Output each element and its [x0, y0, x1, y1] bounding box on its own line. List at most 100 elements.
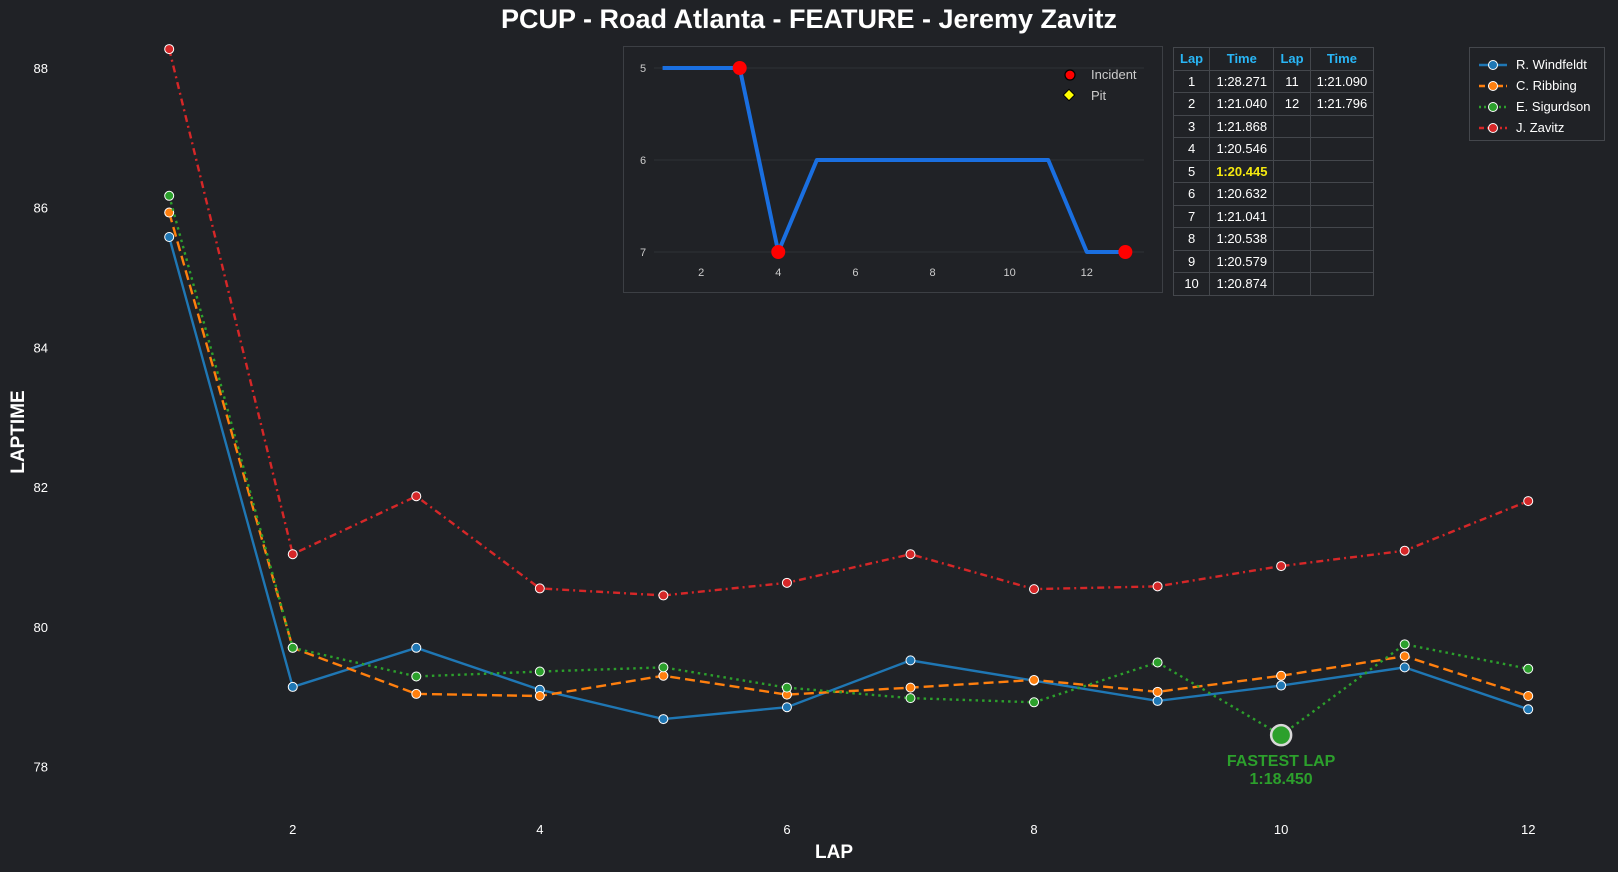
data-point — [1399, 651, 1410, 662]
data-point — [1029, 584, 1040, 595]
inset-y-tick-label: 5 — [640, 63, 646, 75]
table-cell: 1:20.874 — [1209, 272, 1275, 296]
table-cell: 9 — [1172, 249, 1211, 273]
data-point — [781, 702, 792, 713]
table-cell — [1273, 182, 1311, 206]
series-j-zavitz — [164, 44, 1534, 601]
y-tick-label: 80 — [34, 620, 48, 635]
table-cell: 10 — [1172, 272, 1211, 296]
table-cell — [1273, 272, 1311, 296]
data-point — [1152, 581, 1163, 592]
table-cell: 3 — [1172, 114, 1211, 138]
x-tick-label: 10 — [1274, 822, 1288, 837]
table-cell — [1309, 159, 1375, 183]
inset-x-tick-label: 4 — [775, 267, 781, 279]
legend-label: J. Zavitz — [1516, 120, 1565, 135]
y-tick-label: 86 — [34, 201, 48, 216]
chart-title: PCUP - Road Atlanta - FEATURE - Jeremy Z… — [500, 4, 1118, 34]
x-tick-label: 6 — [783, 822, 790, 837]
inset-legend: Incident Pit — [1062, 67, 1137, 103]
data-point — [658, 662, 669, 673]
legend-label: C. Ribbing — [1516, 78, 1577, 93]
data-point — [1029, 697, 1040, 708]
table-cell — [1309, 182, 1375, 206]
data-point — [411, 671, 422, 682]
table-cell: 5 — [1172, 159, 1211, 183]
incident-marker — [1118, 245, 1133, 259]
series-line — [168, 48, 1529, 597]
series-line — [168, 212, 1529, 698]
table-cell: 1 — [1172, 69, 1211, 93]
data-point — [1152, 686, 1163, 697]
table-cell: 11 — [1273, 69, 1311, 93]
x-axis-label: LAP — [815, 842, 853, 863]
table-cell: 1:21.040 — [1209, 92, 1275, 116]
legend-swatch — [1479, 101, 1507, 112]
legend-swatch — [1479, 59, 1507, 70]
data-point — [1399, 545, 1410, 556]
data-point — [1523, 496, 1534, 507]
fastest-lap-marker — [1269, 723, 1293, 747]
data-point — [534, 583, 545, 594]
data-point — [1152, 657, 1163, 668]
table-cell — [1309, 272, 1375, 296]
table-cell — [1273, 227, 1311, 251]
table-cell — [1273, 249, 1311, 273]
table-cell — [1273, 137, 1311, 161]
table-cell: 1:21.090 — [1309, 69, 1375, 93]
incident-legend-icon — [1064, 69, 1076, 81]
table-row: 7 1:21.041 — [1172, 204, 1375, 228]
x-tick-label: 4 — [536, 822, 543, 837]
data-point — [1523, 691, 1534, 702]
x-tick-label: 2 — [289, 822, 296, 837]
data-point — [658, 670, 669, 681]
legend-label: E. Sigurdson — [1516, 99, 1591, 114]
data-point — [164, 190, 175, 201]
data-point — [164, 44, 175, 55]
table-header-cell: Lap — [1172, 47, 1211, 71]
table-row: 8 1:20.538 — [1172, 227, 1375, 251]
table-cell: 1:21.796 — [1309, 92, 1375, 116]
table-cell: 1:20.632 — [1209, 182, 1275, 206]
data-point — [1029, 674, 1040, 685]
fastest-lap-time: 1:18.450 — [1250, 771, 1313, 788]
legend-swatch — [1479, 122, 1507, 133]
data-point — [781, 682, 792, 693]
data-point — [411, 642, 422, 653]
table-header-cell: Lap — [1273, 47, 1311, 71]
incident-marker — [771, 245, 786, 259]
data-point — [905, 549, 916, 560]
y-tick-label: 82 — [34, 480, 48, 495]
data-point — [287, 642, 298, 653]
data-point — [905, 693, 916, 704]
table-cell: 1:21.041 — [1209, 204, 1275, 228]
data-point — [1276, 670, 1287, 681]
table-header-cell: Time — [1209, 47, 1275, 71]
data-point — [1152, 695, 1163, 706]
x-tick-label: 8 — [1030, 822, 1037, 837]
table-cell: 1:21.868 — [1209, 114, 1275, 138]
data-point — [658, 590, 669, 601]
inset-y-tick-label: 6 — [640, 155, 646, 167]
table-cell: 8 — [1172, 227, 1211, 251]
table-row: 4 1:20.546 — [1172, 137, 1375, 161]
data-point — [1523, 663, 1534, 674]
data-point — [1276, 561, 1287, 572]
table-cell: 4 — [1172, 137, 1211, 161]
table-row: 5 1:20.445 — [1172, 159, 1375, 183]
lap-times-table: Lap Time Lap Time 1 1:28.271 11 1:21.090 2 1:21.… — [1172, 47, 1375, 296]
legend-label: R. Windfeldt — [1516, 57, 1587, 72]
position-chart: 5 6 7 2 4 6 8 10 12 Incident Pit — [640, 61, 1144, 279]
legend-item: R. Windfeldt — [1478, 54, 1596, 75]
pit-legend-icon — [1062, 88, 1076, 102]
table-cell: 1:20.538 — [1209, 227, 1275, 251]
y-axis-label: LAPTIME — [8, 390, 29, 474]
incident-legend-label: Incident — [1091, 67, 1137, 82]
data-point — [1523, 704, 1534, 715]
table-row: 6 1:20.632 — [1172, 182, 1375, 206]
inset-x-tick-label: 10 — [1004, 267, 1016, 279]
y-tick-label: 88 — [34, 61, 48, 76]
series-line — [168, 236, 1529, 721]
series-line — [168, 195, 1529, 737]
table-header-row: Lap Time Lap Time — [1172, 47, 1375, 71]
